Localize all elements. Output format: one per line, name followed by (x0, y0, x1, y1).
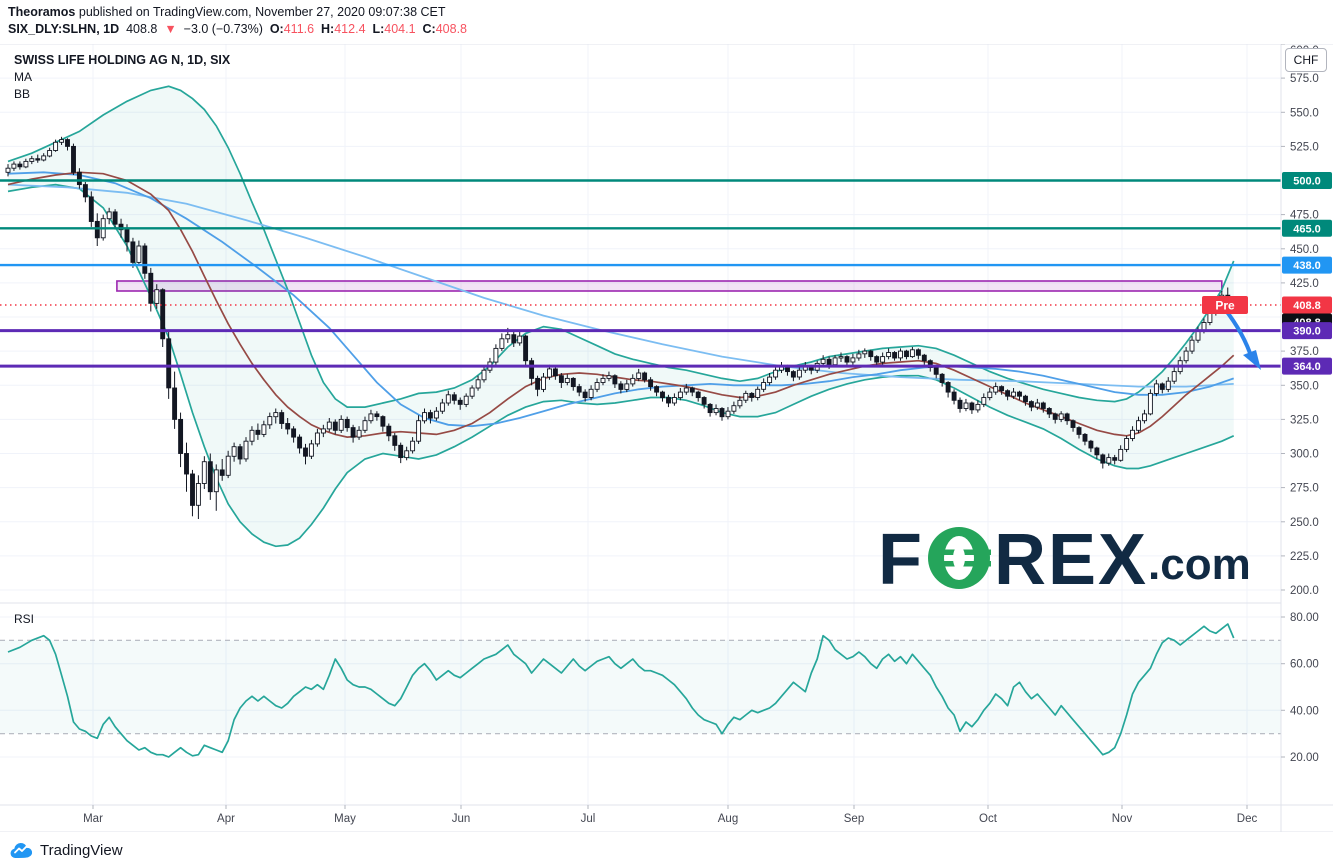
price-tick-label: 350.0 (1290, 380, 1319, 392)
price-badge-label: 465.0 (1293, 223, 1321, 235)
high-label: H: (321, 22, 335, 36)
price-gridlines (0, 77, 1281, 758)
month-label: Nov (1112, 813, 1133, 825)
price-tick-label: 475.0 (1290, 210, 1319, 222)
price-badge (1282, 219, 1332, 237)
price-tick-label: 425.0 (1290, 278, 1319, 290)
price-badge-label: 500.0 (1293, 176, 1321, 188)
bb-upper-line (7, 85, 1235, 408)
author-name: Theoramos (8, 5, 76, 19)
tradingview-brand-text: TradingView (40, 841, 123, 859)
price-change: −3.0 (−0.73%) (183, 22, 263, 36)
price-badge-label: 390.0 (1293, 326, 1321, 338)
ma-slow-line (7, 183, 1234, 388)
month-label: May (334, 813, 356, 825)
bb-basis-line (7, 171, 1235, 438)
month-label: Apr (217, 813, 235, 825)
symbol-info-line: SIX_DLY:SLHN, 1D 408.8 ▼ −3.0 (−0.73%) O… (8, 22, 467, 36)
ma-lines (7, 171, 1235, 438)
legend-symbol-title[interactable]: SWISS LIFE HOLDING AG N, 1D, SIX (14, 53, 231, 67)
legend-bb-indicator[interactable]: BB (14, 87, 31, 101)
price-badge (1282, 296, 1332, 314)
high-value: 412.4 (334, 22, 366, 36)
price-badge-label: 438.0 (1293, 260, 1321, 272)
bollinger-band (7, 85, 1235, 548)
price-tick-label: 300.0 (1290, 449, 1319, 461)
month-label: Sep (844, 813, 864, 825)
price-badge (1282, 322, 1332, 340)
price-tick-label: 575.0 (1290, 73, 1319, 85)
legend-ma-indicator[interactable]: MA (14, 70, 32, 84)
watermark-com: .com (1148, 540, 1251, 589)
chart-legend: SWISS LIFE HOLDING AG N, 1D, SIX MA BB (14, 52, 230, 103)
last-price: 408.8 (126, 22, 158, 36)
currency-button[interactable]: CHF (1285, 48, 1327, 72)
ma-fast-line (7, 171, 1234, 428)
low-label: L: (372, 22, 385, 36)
footer-bar: TradingView (0, 832, 1333, 868)
down-arrow-icon: ▼ (164, 22, 177, 36)
rsi-tick-label: 80.00 (1290, 612, 1319, 624)
pre-market-badge (1202, 296, 1248, 314)
low-value: 404.1 (384, 22, 416, 36)
watermark-f: F (878, 520, 924, 600)
price-tick-label: 525.0 (1290, 141, 1319, 153)
close-value: 408.8 (435, 22, 467, 36)
forex-o-logo-icon (926, 525, 992, 596)
month-label: Dec (1237, 813, 1258, 825)
rsi-tick-label: 20.00 (1290, 752, 1319, 764)
forex-watermark: F REX .com (878, 524, 1251, 596)
close-label: C: (422, 22, 436, 36)
month-label: Mar (83, 813, 103, 825)
publication-header: Theoramos published on TradingView.com, … (0, 0, 1333, 44)
price-tick-label: 275.0 (1290, 483, 1319, 495)
price-tick-label: 375.0 (1290, 346, 1319, 358)
month-label: Jun (452, 813, 471, 825)
month-label: Jul (581, 813, 596, 825)
price-badge (1282, 172, 1332, 189)
price-tick-label: 325.0 (1290, 414, 1319, 426)
publication-line: Theoramos published on TradingView.com, … (8, 5, 446, 19)
month-axis-labels[interactable]: Mar Apr May Jun Jul Aug Sep Oct Nov Dec (83, 805, 1257, 825)
rsi-tick-label: 40.00 (1290, 705, 1319, 717)
tradingview-logo[interactable]: TradingView (10, 842, 123, 859)
tradingview-cloud-icon (10, 842, 33, 858)
price-badge-label: 364.0 (1293, 361, 1321, 373)
open-label: O: (269, 22, 284, 36)
symbol-name[interactable]: SIX_DLY:SLHN, 1D (8, 22, 120, 36)
price-tick-label: 550.0 (1290, 107, 1319, 119)
rsi-pane (0, 623, 1281, 758)
price-badge-label: 408.8 (1293, 300, 1321, 312)
arrowhead-icon (1243, 350, 1261, 370)
bb-lower-line (7, 183, 1235, 548)
level-lines (0, 179, 1281, 368)
price-axis-labels[interactable]: 600.0575.0550.0525.0475.0450.0425.0375.0… (1281, 43, 1319, 764)
price-badge (1282, 256, 1332, 274)
price-tick-label: 450.0 (1290, 244, 1319, 256)
rsi-line (7, 623, 1235, 758)
month-gridlines (92, 44, 1248, 805)
pre-market-badge-label: Pre (1215, 298, 1235, 312)
month-label: Aug (718, 813, 738, 825)
rsi-pane-title[interactable]: RSI (14, 612, 35, 626)
rsi-tick-label: 60.00 (1290, 659, 1319, 671)
price-tick-label: 250.0 (1290, 517, 1319, 529)
watermark-rex: REX (993, 520, 1149, 600)
price-badge (1282, 357, 1332, 375)
price-tick-label: 225.0 (1290, 551, 1319, 563)
month-label: Oct (979, 813, 998, 825)
open-value: 411.6 (283, 22, 315, 36)
price-tick-label: 200.0 (1290, 585, 1319, 597)
supply-zone[interactable] (116, 280, 1223, 292)
publication-text: published on TradingView.com, November 2… (75, 5, 446, 19)
